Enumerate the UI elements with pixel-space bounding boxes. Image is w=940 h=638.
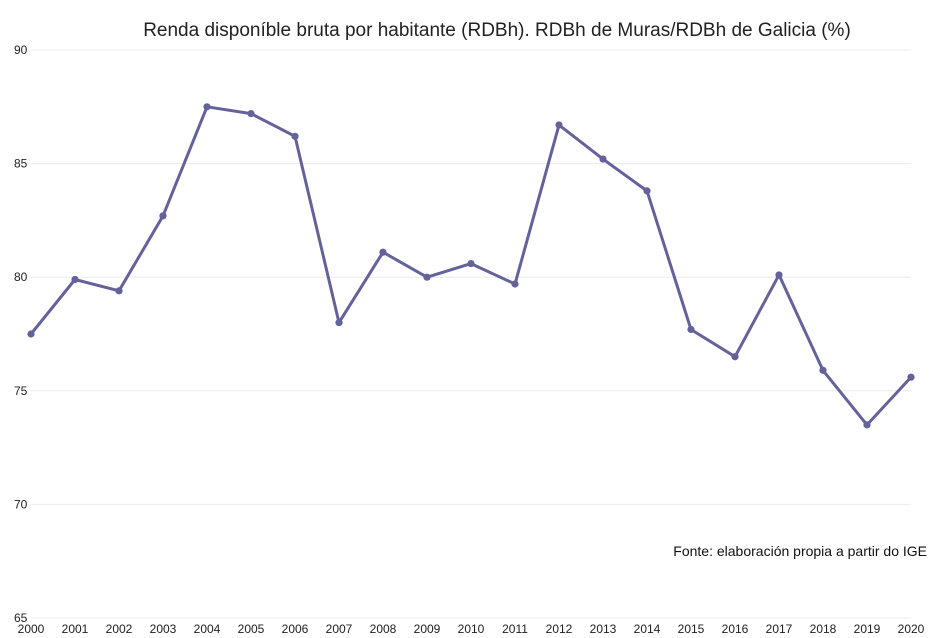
x-tick-label-2010: 2010 [458,622,485,636]
x-tick-label-2016: 2016 [722,622,749,636]
data-point-2016 [731,353,739,361]
x-tick-label-2012: 2012 [546,622,573,636]
chart-title: Renda disponíble bruta por habitante (RD… [143,20,851,41]
data-point-2018 [819,366,827,374]
x-tick-label-2005: 2005 [238,622,265,636]
y-axis-tick-labels: 65 70 75 80 85 90 [14,43,28,625]
x-tick-label-2001: 2001 [62,622,89,636]
data-point-2019 [863,421,871,429]
data-point-2005 [247,110,255,118]
data-point-2004 [203,103,211,111]
data-point-2006 [291,132,299,140]
y-tick-label-70: 70 [14,497,28,511]
y-tick-label-80: 80 [14,270,28,284]
data-point-2009 [423,273,431,281]
x-tick-label-2018: 2018 [810,622,837,636]
gridlines [31,49,911,619]
y-tick-label-85: 85 [14,157,28,171]
data-point-2002 [115,287,123,295]
x-tick-label-2003: 2003 [150,622,177,636]
x-tick-label-2007: 2007 [326,622,353,636]
data-point-2008 [379,248,387,256]
data-point-2020 [907,373,915,381]
data-point-2001 [71,275,79,284]
data-point-2010 [467,259,475,268]
y-tick-label-75: 75 [14,384,28,398]
x-tick-label-2017: 2017 [766,622,793,636]
x-tick-label-2011: 2011 [502,622,528,636]
x-tick-label-2013: 2013 [590,622,617,636]
x-tick-label-2014: 2014 [634,622,661,636]
x-tick-label-2008: 2008 [370,622,397,636]
x-tick-label-2000: 2000 [18,622,45,636]
y-tick-label-90: 90 [14,43,28,57]
data-point-2007 [335,319,343,327]
data-point-2011 [511,280,519,288]
data-point-2014 [643,187,651,195]
x-tick-label-2006: 2006 [282,622,309,636]
data-points [27,103,915,429]
source-note: Fonte: elaboración propia a partir do IG… [673,543,927,559]
data-point-2003 [159,212,167,220]
x-tick-label-2002: 2002 [106,622,133,636]
x-tick-label-2015: 2015 [678,622,705,636]
x-tick-label-2009: 2009 [414,622,441,636]
data-point-2015 [687,325,695,334]
data-point-2017 [775,271,783,279]
data-point-2013 [599,155,607,163]
x-tick-label-2004: 2004 [194,622,221,636]
x-axis-tick-labels: 2000 2001 2002 2003 2004 2005 2006 2007 2008 2009… [18,622,925,636]
data-point-2000 [27,330,35,338]
x-tick-label-2019: 2019 [854,622,881,636]
y-tick-label-65: 65 [14,611,28,625]
data-point-2012 [555,121,563,129]
x-tick-label-2020: 2020 [898,622,925,636]
